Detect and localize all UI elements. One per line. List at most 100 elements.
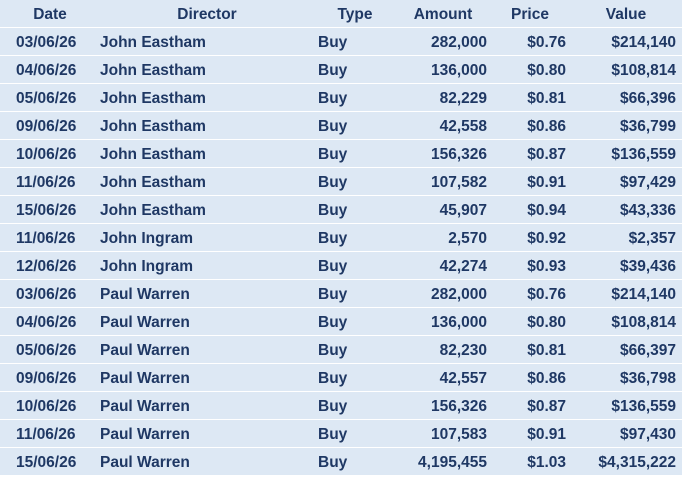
price-cell: $0.92 <box>527 230 566 247</box>
type-cell: Buy <box>318 146 348 163</box>
table-row: 09/06/26 Paul Warren Buy 42,557 $0.86 $36,798 <box>0 364 682 392</box>
type-cell: Buy <box>318 314 348 331</box>
column-header: Value <box>605 6 647 23</box>
type-cell: Buy <box>318 90 348 107</box>
price-cell: $0.86 <box>527 370 566 387</box>
director-cell: John Eastham <box>100 90 206 107</box>
price-cell: $0.81 <box>527 342 566 359</box>
value-cell: $136,559 <box>611 398 676 415</box>
type-cell: Buy <box>318 286 348 303</box>
amount-cell: 107,583 <box>430 426 487 443</box>
director-cell: John Eastham <box>100 146 206 163</box>
date-cell: 11/06/26 <box>16 230 76 247</box>
value-cell: $136,559 <box>611 146 676 163</box>
price-cell: $1.03 <box>527 454 566 471</box>
date-cell: 11/06/26 <box>16 174 76 191</box>
table-row: 10/06/26 John Eastham Buy 156,326 $0.87 $136,… <box>0 140 682 168</box>
amount-cell: 156,326 <box>430 398 487 415</box>
type-cell: Buy <box>318 258 348 275</box>
price-cell: $0.76 <box>527 286 566 303</box>
director-cell: Paul Warren <box>100 370 190 387</box>
date-cell: 03/06/26 <box>16 286 77 303</box>
table-row: 11/06/26 John Eastham Buy 107,582 $0.91 $97,4… <box>0 168 682 196</box>
date-cell: 12/06/26 <box>16 258 77 275</box>
table-row: 12/06/26 John Ingram Buy 42,274 $0.93 $39,436 <box>0 252 682 280</box>
value-cell: $108,814 <box>611 62 676 79</box>
date-cell: 15/06/26 <box>16 454 77 471</box>
director-cell: Paul Warren <box>100 426 190 443</box>
column-header: Date <box>33 6 67 23</box>
date-cell: 09/06/26 <box>16 370 77 387</box>
type-cell: Buy <box>318 174 348 191</box>
table-row: 03/06/26 Paul Warren Buy 282,000 $0.76 $214,1… <box>0 280 682 308</box>
director-cell: Paul Warren <box>100 398 190 415</box>
value-cell: $66,397 <box>619 342 676 359</box>
director-cell: John Ingram <box>100 230 194 247</box>
table-row: 11/06/26 John Ingram Buy 2,570 $0.92 $2,357 <box>0 224 682 252</box>
director-cell: Paul Warren <box>100 454 190 471</box>
director-cell: John Eastham <box>100 34 206 51</box>
amount-cell: 156,326 <box>430 146 487 163</box>
date-cell: 11/06/26 <box>16 426 76 443</box>
header-row: Date Director Type Amount Price Value <box>0 0 682 28</box>
type-cell: Buy <box>318 230 348 247</box>
table-row: 04/06/26 John Eastham Buy 136,000 $0.80 $108,… <box>0 56 682 84</box>
table-row: 15/06/26 Paul Warren Buy 4,195,455 $1.03 $4,3… <box>0 448 682 476</box>
value-cell: $97,429 <box>619 174 676 191</box>
date-cell: 10/06/26 <box>16 146 77 163</box>
amount-cell: 2,570 <box>448 230 487 247</box>
director-cell: Paul Warren <box>100 342 190 359</box>
value-cell: $2,357 <box>628 230 676 247</box>
amount-cell: 42,558 <box>439 118 487 135</box>
director-cell: John Ingram <box>100 258 194 275</box>
price-cell: $0.86 <box>527 118 566 135</box>
column-header: Price <box>511 6 549 23</box>
value-cell: $36,798 <box>619 370 676 387</box>
type-cell: Buy <box>318 34 348 51</box>
type-cell: Buy <box>318 370 348 387</box>
type-cell: Buy <box>318 202 348 219</box>
table-row: 05/06/26 Paul Warren Buy 82,230 $0.81 $66,397 <box>0 336 682 364</box>
amount-cell: 45,907 <box>439 202 487 219</box>
director-cell: John Eastham <box>100 202 206 219</box>
table-row: 09/06/26 John Eastham Buy 42,558 $0.86 $36,79… <box>0 112 682 140</box>
price-cell: $0.87 <box>527 146 566 163</box>
date-cell: 15/06/26 <box>16 202 77 219</box>
amount-cell: 42,557 <box>439 370 487 387</box>
date-cell: 10/06/26 <box>16 398 77 415</box>
director-cell: Paul Warren <box>100 314 190 331</box>
column-header: Director <box>177 6 237 23</box>
director-cell: John Eastham <box>100 174 206 191</box>
date-cell: 05/06/26 <box>16 342 77 359</box>
table-row: 10/06/26 Paul Warren Buy 156,326 $0.87 $136,5… <box>0 392 682 420</box>
price-cell: $0.91 <box>527 426 566 443</box>
date-cell: 09/06/26 <box>16 118 77 135</box>
table-row: 11/06/26 Paul Warren Buy 107,583 $0.91 $97,43… <box>0 420 682 448</box>
amount-cell: 42,274 <box>439 258 487 275</box>
amount-cell: 82,229 <box>439 90 487 107</box>
price-cell: $0.80 <box>527 314 566 331</box>
type-cell: Buy <box>318 398 348 415</box>
price-cell: $0.91 <box>527 174 566 191</box>
amount-cell: 282,000 <box>430 286 487 303</box>
table-row: 04/06/26 Paul Warren Buy 136,000 $0.80 $108,8… <box>0 308 682 336</box>
value-cell: $214,140 <box>611 286 676 303</box>
table-row: 05/06/26 John Eastham Buy 82,229 $0.81 $66,39… <box>0 84 682 112</box>
type-cell: Buy <box>318 342 348 359</box>
director-cell: Paul Warren <box>100 286 190 303</box>
column-header: Amount <box>413 6 473 23</box>
amount-cell: 136,000 <box>430 62 487 79</box>
value-cell: $66,396 <box>619 90 676 107</box>
date-cell: 04/06/26 <box>16 62 77 79</box>
type-cell: Buy <box>318 62 348 79</box>
amount-cell: 4,195,455 <box>418 454 487 471</box>
value-cell: $39,436 <box>619 258 676 275</box>
type-cell: Buy <box>318 426 348 443</box>
amount-cell: 107,582 <box>430 174 487 191</box>
column-header: Type <box>337 6 373 23</box>
value-cell: $108,814 <box>611 314 676 331</box>
amount-cell: 282,000 <box>430 34 487 51</box>
value-cell: $4,315,222 <box>598 454 676 471</box>
amount-cell: 136,000 <box>430 314 487 331</box>
